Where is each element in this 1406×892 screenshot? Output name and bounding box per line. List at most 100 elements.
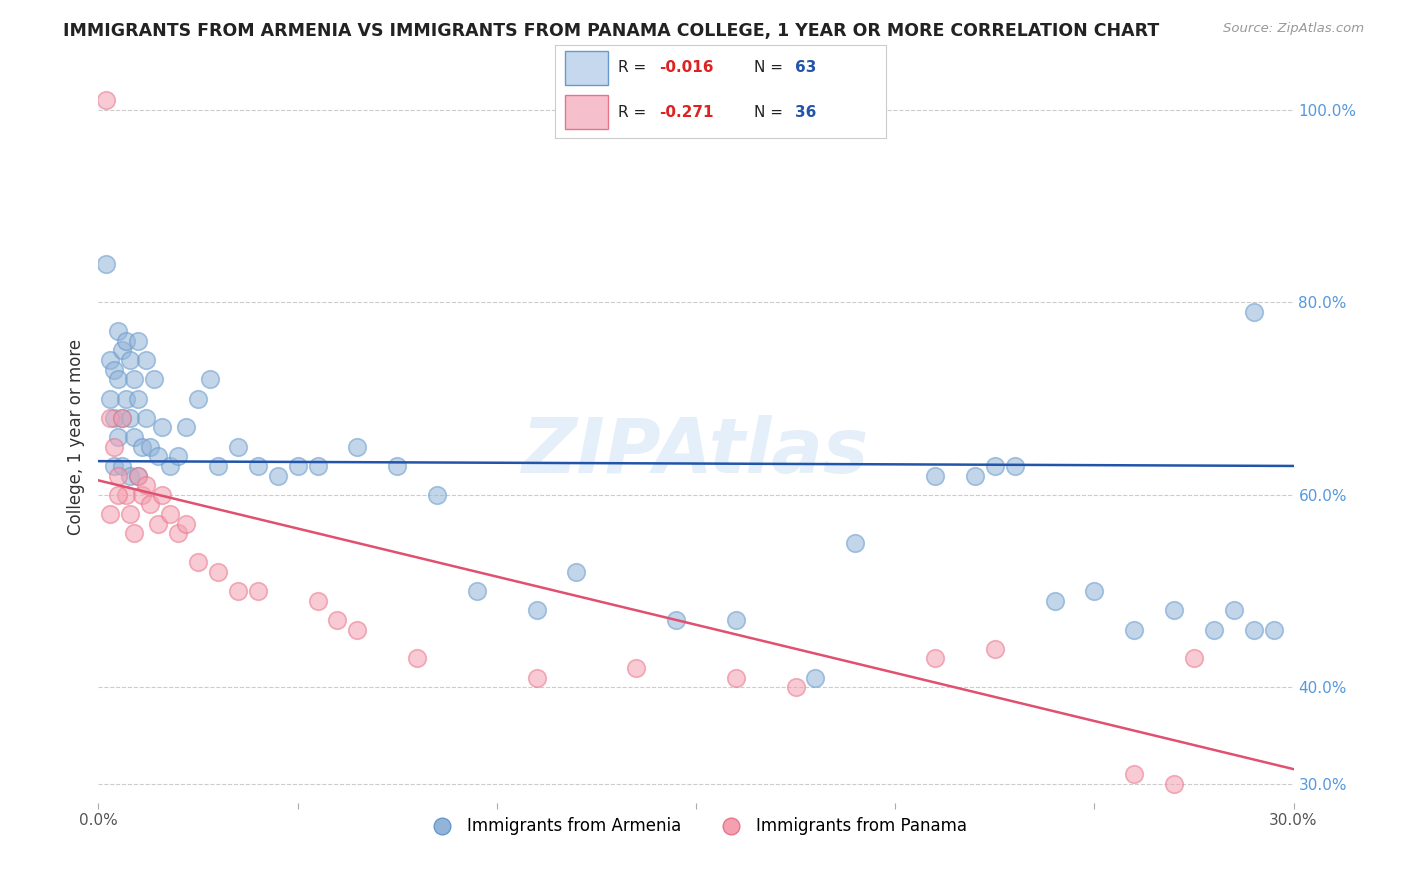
Point (187, 555, 209, 569)
Point (120, 468, 142, 483)
Point (226, 584, 249, 599)
Point (98, 392, 122, 406)
Text: 36: 36 (794, 104, 817, 120)
Point (1123, 767, 1146, 781)
Point (174, 516, 197, 531)
Point (385, 458, 409, 473)
Point (124, 526, 146, 541)
Point (1083, 584, 1105, 599)
Point (346, 623, 368, 637)
Point (98, 410, 122, 425)
Point (724, 671, 747, 685)
Point (131, 488, 153, 502)
Text: -0.271: -0.271 (659, 104, 714, 120)
Text: ZIPAtlas: ZIPAtlas (522, 415, 870, 489)
Point (924, 651, 946, 665)
Point (465, 584, 488, 599)
Bar (565, 51, 609, 85)
Point (150, 420, 173, 434)
Point (198, 372, 221, 386)
Point (111, 410, 134, 425)
Point (984, 641, 1007, 656)
Point (924, 468, 946, 483)
Point (135, 410, 157, 425)
Point (139, 498, 162, 512)
Point (1163, 776, 1185, 790)
Point (135, 353, 157, 368)
Point (426, 488, 449, 502)
Text: R =: R = (619, 60, 651, 75)
Point (111, 458, 134, 473)
Point (120, 507, 142, 521)
Point (115, 392, 138, 406)
Point (207, 565, 229, 579)
Point (143, 372, 166, 386)
Point (103, 440, 125, 454)
Point (115, 334, 138, 348)
Text: -0.016: -0.016 (659, 60, 714, 75)
Point (1223, 603, 1246, 617)
Point (159, 458, 181, 473)
Point (174, 420, 197, 434)
Point (124, 430, 146, 444)
Point (103, 458, 125, 473)
Point (127, 468, 149, 483)
Y-axis label: College, 1 year or more: College, 1 year or more (66, 339, 84, 535)
Text: N =: N = (754, 60, 787, 75)
Point (346, 440, 368, 454)
Point (1123, 623, 1146, 637)
Point (96, 257, 118, 271)
Text: 63: 63 (794, 60, 817, 75)
Point (1243, 623, 1265, 637)
Point (1263, 623, 1285, 637)
Point (526, 603, 548, 617)
Point (107, 372, 129, 386)
Point (984, 458, 1007, 473)
Point (127, 468, 149, 483)
Point (120, 353, 142, 368)
Point (111, 410, 134, 425)
Point (785, 681, 807, 695)
Point (127, 334, 149, 348)
Point (120, 410, 142, 425)
Point (96, 93, 118, 107)
Point (107, 468, 129, 483)
Point (187, 392, 209, 406)
Point (626, 661, 648, 675)
Text: Source: ZipAtlas.com: Source: ZipAtlas.com (1223, 22, 1364, 36)
Point (167, 450, 190, 464)
Point (307, 593, 329, 607)
Text: IMMIGRANTS FROM ARMENIA VS IMMIGRANTS FROM PANAMA COLLEGE, 1 YEAR OR MORE CORREL: IMMIGRANTS FROM ARMENIA VS IMMIGRANTS FR… (63, 22, 1160, 40)
Point (1202, 623, 1225, 637)
Point (127, 392, 149, 406)
Point (107, 430, 129, 444)
Point (1043, 593, 1066, 607)
Point (565, 565, 588, 579)
Point (526, 671, 548, 685)
Point (665, 613, 688, 627)
Point (150, 488, 173, 502)
Point (98, 507, 122, 521)
Text: N =: N = (754, 104, 787, 120)
Point (724, 613, 747, 627)
Point (287, 458, 309, 473)
Point (1182, 651, 1205, 665)
Point (159, 507, 181, 521)
Point (1004, 458, 1026, 473)
Point (963, 468, 986, 483)
Text: R =: R = (619, 104, 651, 120)
Point (1243, 305, 1265, 319)
Point (207, 458, 229, 473)
Point (226, 440, 249, 454)
Point (103, 362, 125, 376)
Point (139, 440, 162, 454)
Point (115, 488, 138, 502)
Point (804, 671, 827, 685)
Point (326, 613, 349, 627)
Point (246, 584, 269, 599)
Point (844, 536, 866, 550)
Point (148, 450, 170, 464)
Point (1163, 603, 1185, 617)
Point (111, 343, 134, 358)
Point (107, 324, 129, 338)
